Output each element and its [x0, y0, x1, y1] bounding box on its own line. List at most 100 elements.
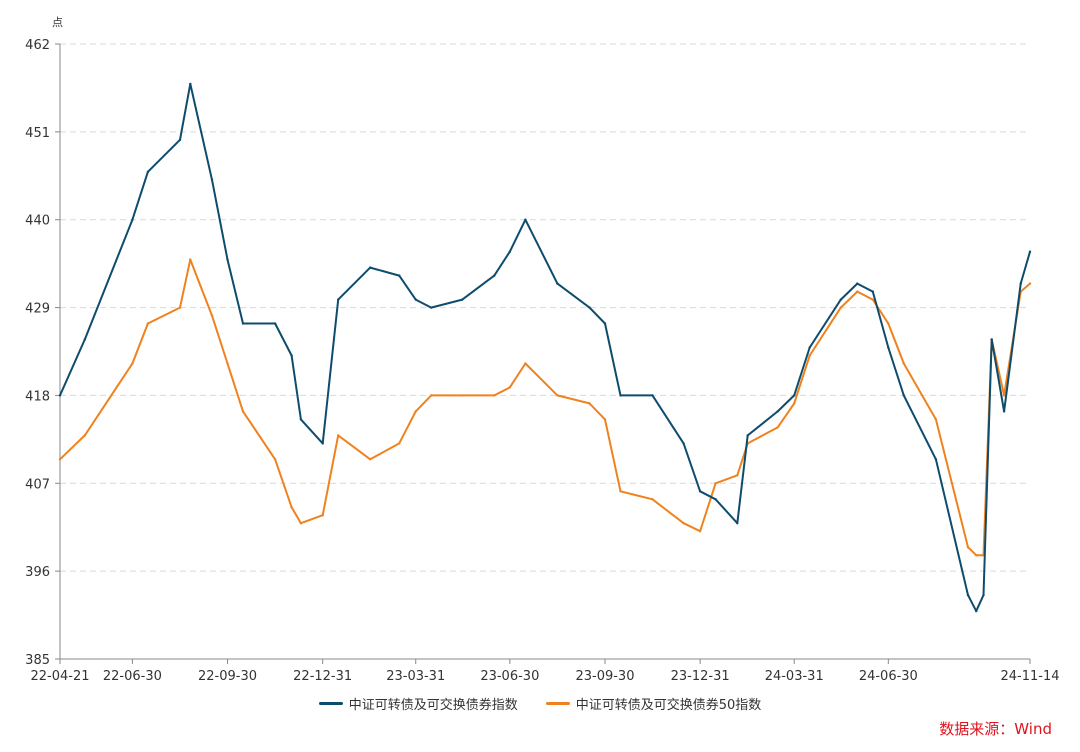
- series-1-point-24-10-08: [990, 338, 993, 341]
- series-1-point-23-07-15: [524, 218, 527, 221]
- series-1-point-23-09-30: [603, 322, 607, 325]
- series-1-point-23-08-15: [556, 282, 559, 285]
- x-tick-label-24-06-30: 24-06-30: [859, 669, 918, 684]
- series-2-point-22-08-15: [178, 306, 182, 309]
- series-1-point-24-11-14: [1028, 250, 1032, 253]
- series-1-point-24-06-30: [887, 346, 890, 349]
- series-2-point-23-02-15: [369, 458, 372, 461]
- x-tick-label-22-04-21: 22-04-21: [30, 669, 89, 684]
- series-1-point-24-04-15: [808, 346, 811, 349]
- series-2-point-22-05-15: [83, 434, 87, 437]
- x-tick-label-23-06-30: 23-06-30: [480, 669, 539, 684]
- series-1-point-24-01-15: [714, 498, 717, 501]
- series-2-point-23-05-15: [461, 394, 464, 397]
- series-line-1: [59, 82, 1031, 613]
- series-2-point-24-08-15: [934, 418, 938, 421]
- series-2-point-24-11-14: [1028, 282, 1032, 285]
- y-tick-label-385: 385: [25, 653, 50, 668]
- series-2-point-22-09-30: [226, 362, 229, 365]
- data-source-note: 数据来源：Wind: [939, 720, 1052, 738]
- series-1-point-24-02-05: [736, 522, 739, 525]
- legend-swatch-index: [318, 702, 343, 705]
- series-2-point-23-10-15: [619, 490, 622, 493]
- series-1-point-23-09-15: [588, 306, 591, 309]
- series-2-point-24-10-20: [1002, 394, 1006, 397]
- series-2-point-23-01-15: [337, 434, 340, 437]
- series-1-point-22-04-21: [58, 394, 62, 397]
- series-2-point-22-06-30: [131, 362, 134, 365]
- series-1-point-23-03-31: [414, 298, 417, 301]
- x-tick-label-22-12-31: 22-12-31: [293, 669, 352, 684]
- series-1-point-23-05-15: [461, 298, 464, 301]
- series-1-point-24-05-15: [839, 298, 842, 301]
- series-2-point-24-04-15: [808, 354, 811, 357]
- series-1-point-23-01-15: [337, 298, 340, 301]
- legend-swatch-index-50: [545, 702, 570, 705]
- series-1-point-23-06-15: [493, 274, 496, 277]
- legend-item-index-50[interactable]: 中证可转债及可交换债券50指数: [545, 694, 762, 713]
- y-tick-label-451: 451: [25, 126, 50, 141]
- series-lines: [58, 82, 1032, 613]
- series-2-point-24-09-23: [975, 554, 978, 557]
- series-1-point-23-10-15: [619, 394, 622, 397]
- series-2-point-23-07-15: [524, 362, 527, 365]
- series-1-point-24-05-31: [856, 282, 859, 285]
- series-1-point-23-11-15: [651, 394, 654, 397]
- x-tick-label-24-03-31: 24-03-31: [765, 669, 824, 684]
- series-1-point-24-10-20: [1002, 410, 1006, 413]
- series-line-2: [59, 258, 1031, 557]
- series-1-point-22-05-15: [83, 338, 87, 341]
- series-1-point-24-02-15: [746, 434, 749, 437]
- series-2-point-24-06-30: [887, 322, 890, 325]
- series-2-point-23-06-30: [508, 386, 511, 389]
- series-2-point-24-05-31: [856, 290, 859, 293]
- series-1-point-23-12-15: [682, 442, 685, 445]
- series-1-point-22-10-15: [241, 322, 245, 325]
- series-1-point-22-12-01: [290, 354, 293, 357]
- series-1-point-24-03-31: [793, 394, 796, 397]
- series-1-point-22-08-15: [178, 138, 182, 141]
- gridlines: [60, 43, 1030, 572]
- series-1-point-24-09-30: [982, 593, 985, 597]
- legend-item-index[interactable]: 中证可转债及可交换债券指数: [318, 694, 518, 713]
- series-2-point-24-06-15: [871, 298, 874, 301]
- series-2-point-24-03-31: [793, 402, 796, 405]
- x-tick-label-22-06-30: 22-06-30: [103, 669, 162, 684]
- y-tick-label-407: 407: [25, 477, 50, 492]
- series-1-point-23-12-31: [698, 490, 702, 493]
- series-1-point-23-02-15: [369, 266, 372, 269]
- series-1-point-22-12-10: [299, 418, 303, 421]
- series-2-point-24-07-15: [902, 362, 905, 365]
- series-1-point-22-11-15: [273, 322, 277, 325]
- series-2-point-23-03-31: [414, 410, 417, 413]
- series-1-point-24-08-15: [934, 458, 938, 461]
- series-2-point-23-03-15: [398, 442, 401, 445]
- series-2-point-22-12-10: [299, 522, 303, 525]
- series-2-point-23-06-15: [493, 394, 496, 397]
- series-2-point-22-10-15: [241, 410, 245, 413]
- series-1-point-22-07-15: [146, 170, 150, 173]
- series-2-point-22-12-31: [321, 514, 324, 517]
- series-2-point-22-08-25: [189, 258, 192, 261]
- series-1-point-22-06-30: [131, 218, 134, 221]
- series-2-point-23-09-15: [588, 402, 591, 405]
- x-tick-label-24-11-14: 24-11-14: [1000, 669, 1059, 684]
- series-1-point-23-06-30: [508, 250, 511, 253]
- y-tick-label-429: 429: [25, 302, 50, 317]
- x-tick-label-23-03-31: 23-03-31: [386, 669, 445, 684]
- series-2-point-23-09-30: [603, 418, 607, 421]
- axes: 点 385 396 407 418 429 440 451 462 22-04-21 22-06-3…: [25, 16, 1059, 684]
- series-2-point-22-12-01: [290, 506, 293, 509]
- series-2-point-22-11-15: [273, 458, 277, 461]
- series-2-point-22-09-15: [210, 314, 214, 317]
- series-2-point-24-02-05: [736, 474, 739, 477]
- series-1-point-24-11-05: [1019, 282, 1022, 285]
- legend-label-index-50: 中证可转债及可交换债券50指数: [575, 698, 762, 713]
- series-1-point-23-04-15: [430, 306, 433, 309]
- series-2-point-23-12-31: [698, 530, 702, 533]
- series-1-point-22-08-25: [189, 82, 192, 86]
- legend: 中证可转债及可交换债券指数 中证可转债及可交换债券50指数: [0, 694, 1080, 713]
- y-tick-label-440: 440: [25, 214, 50, 229]
- y-tick-label-418: 418: [25, 389, 50, 404]
